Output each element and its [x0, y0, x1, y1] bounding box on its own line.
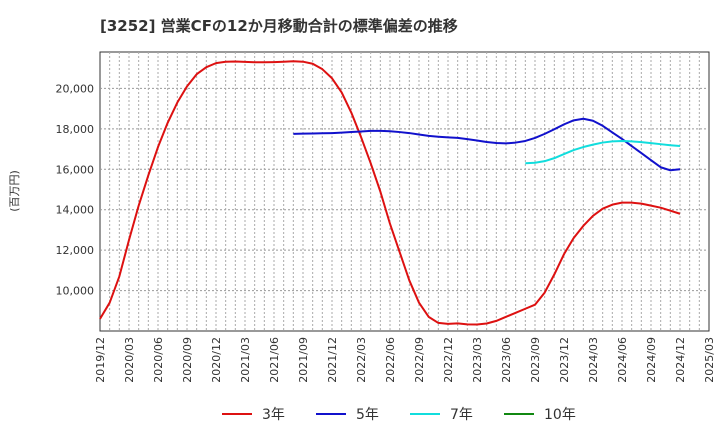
x-tick-label: 2024/06 — [616, 337, 629, 383]
chart-title: [3252] 営業CFの12か月移動合計の標準偏差の推移 — [100, 17, 458, 35]
series-line-0 — [99, 60, 681, 326]
x-tick-label: 2023/03 — [471, 337, 484, 383]
x-tick-label: 2021/03 — [239, 337, 252, 383]
x-tick-label: 2024/09 — [645, 337, 658, 383]
x-tick-label: 2022/03 — [355, 337, 368, 383]
x-tick-label: 2022/06 — [384, 337, 397, 383]
series-line-1 — [293, 117, 681, 172]
x-tick-label: 2020/09 — [181, 337, 194, 383]
grid — [100, 52, 709, 331]
x-tick-label: 2020/12 — [210, 337, 223, 383]
x-tick-label: 2023/09 — [529, 337, 542, 383]
legend: 3年 5年 7年 10年 — [222, 407, 576, 423]
series-line-2 — [525, 139, 681, 165]
legend-label: 7年 — [450, 407, 473, 423]
x-tick-label: 2022/09 — [413, 337, 426, 383]
plot-area — [99, 51, 710, 332]
x-tick-label: 2020/06 — [152, 337, 165, 383]
x-tick-label: 2022/12 — [442, 337, 455, 383]
series-lines — [99, 60, 681, 326]
y-tick-label: 16,000 — [56, 163, 95, 176]
x-tick-label: 2021/09 — [297, 337, 310, 383]
x-tick-label: 2019/12 — [94, 337, 107, 383]
x-tick-label: 2021/12 — [326, 337, 339, 383]
x-axis-ticks: 2019/12 2020/03 2020/06 2020/09 2020/12 2021/… — [94, 337, 716, 383]
x-tick-label: 2024/03 — [587, 337, 600, 383]
y-tick-label: 18,000 — [56, 123, 95, 136]
legend-label: 10年 — [544, 407, 576, 423]
x-tick-label: 2020/03 — [123, 337, 136, 383]
x-tick-label: 2024/12 — [674, 337, 687, 383]
y-tick-label: 20,000 — [56, 82, 95, 95]
x-tick-label: 2021/06 — [268, 337, 281, 383]
y-tick-label: 10,000 — [56, 285, 95, 298]
y-tick-label: 14,000 — [56, 204, 95, 217]
legend-label: 5年 — [356, 407, 379, 423]
x-tick-label: 2023/06 — [500, 337, 513, 383]
y-axis-label: (百万円) — [8, 170, 21, 212]
x-tick-label: 2023/12 — [558, 337, 571, 383]
y-axis-ticks: 10,000 12,000 14,000 16,000 18,000 20,000 — [56, 82, 95, 297]
y-tick-label: 12,000 — [56, 244, 95, 257]
legend-label: 3年 — [262, 407, 285, 423]
x-tick-label: 2025/03 — [703, 337, 716, 383]
